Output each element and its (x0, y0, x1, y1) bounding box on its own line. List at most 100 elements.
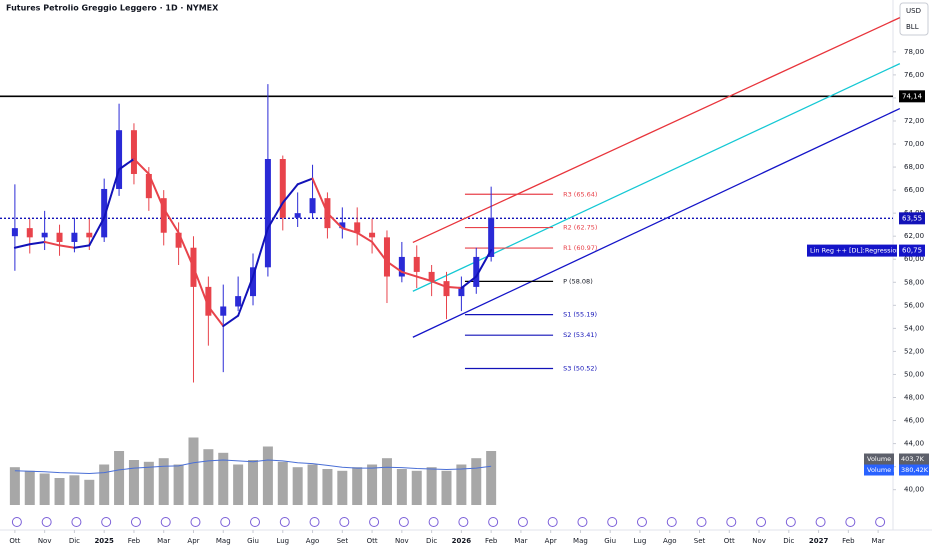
ma-segment (43, 240, 61, 247)
event-icon[interactable] (130, 517, 141, 527)
volume-legend-value: 380,42K (901, 466, 929, 474)
unit[interactable]: BLL (906, 23, 919, 31)
x-tick-label: Set (694, 537, 706, 545)
volume-bar (203, 449, 214, 505)
x-tick-label: Feb (485, 537, 498, 545)
candle-body (130, 130, 137, 174)
pivot-label: R1 (60.97) (563, 244, 597, 252)
event-icon[interactable] (71, 517, 82, 527)
event-icon[interactable] (607, 517, 618, 527)
candle-body (250, 267, 257, 297)
event-icon[interactable] (577, 517, 588, 527)
regression-name-box (807, 244, 897, 257)
volume-legend-value-box (899, 453, 929, 465)
event-icon[interactable] (666, 517, 677, 527)
ma-segment (281, 183, 299, 204)
volume-bar (262, 446, 273, 505)
event-icon[interactable] (220, 517, 231, 527)
x-tick-label: Dic (426, 537, 437, 545)
y-tick-label: 44,00 (904, 440, 924, 448)
volume-bar (277, 461, 288, 505)
volume-bar (456, 464, 467, 505)
event-icon[interactable] (190, 517, 201, 527)
y-tick-label: 52,00 (904, 347, 924, 355)
event-icon[interactable] (369, 517, 380, 527)
candle-body (145, 173, 152, 199)
ma-segment (162, 207, 180, 234)
event-icon[interactable] (756, 517, 767, 527)
y-tick-label: 60,00 (904, 255, 924, 263)
event-icon[interactable] (636, 517, 647, 527)
currency-box[interactable] (899, 2, 929, 36)
y-tick-label: 68,00 (904, 163, 924, 171)
event-icon[interactable] (726, 517, 737, 527)
pivot-label: P (58.08) (563, 277, 593, 285)
x-tick-label: Mar (872, 537, 885, 545)
x-tick-label: Lug (276, 537, 289, 545)
event-icon[interactable] (488, 517, 499, 527)
volume-bar (173, 464, 184, 505)
event-icon[interactable] (875, 517, 886, 527)
ma-segment (28, 240, 46, 246)
x-tick-label: Giu (604, 537, 616, 545)
event-icon[interactable] (101, 517, 112, 527)
event-icon[interactable] (279, 517, 290, 527)
candle-body (354, 222, 361, 233)
volume-legend-name: Volume (867, 455, 891, 463)
price-label-box (899, 212, 925, 225)
event-icon[interactable] (398, 517, 409, 527)
x-tick-label: Feb (128, 537, 141, 545)
event-icon[interactable] (160, 517, 171, 527)
event-icon[interactable] (547, 517, 558, 527)
candle-body (235, 296, 242, 307)
event-icon[interactable] (11, 517, 22, 527)
event-icon[interactable] (250, 517, 261, 527)
ma-segment (415, 275, 433, 283)
y-tick-label: 72,00 (904, 117, 924, 125)
y-tick-label: 76,00 (904, 71, 924, 79)
candle-body (398, 256, 405, 277)
candle-body (101, 188, 108, 238)
volume-legend-value: 403,7K (901, 455, 925, 463)
candle-body (443, 281, 450, 297)
x-tick-label: Apr (545, 537, 557, 545)
event-icon[interactable] (517, 517, 528, 527)
candle-body (26, 228, 33, 238)
event-icon[interactable] (458, 517, 469, 527)
ma-segment (430, 280, 448, 288)
event-icon[interactable] (696, 517, 707, 527)
event-icon[interactable] (845, 517, 856, 527)
ma-segment (296, 177, 314, 186)
event-icon[interactable] (339, 517, 350, 527)
currency[interactable]: USD (906, 7, 921, 15)
candle-body (458, 286, 465, 297)
regression-line (412, 107, 901, 338)
volume-bar (396, 469, 407, 505)
ma-segment (341, 227, 359, 234)
x-tick-label: Nov (38, 537, 52, 545)
candle-body (339, 222, 346, 229)
event-icon[interactable] (815, 517, 826, 527)
candle-body (41, 232, 48, 238)
x-tick-label: Nov (395, 537, 409, 545)
x-tick-label: Feb (842, 537, 855, 545)
ma-segment (222, 314, 240, 328)
x-tick-label: Ott (724, 537, 735, 545)
candle-body (383, 237, 390, 277)
volume-legend-value-box (899, 464, 929, 476)
candle-body (86, 232, 93, 238)
pivot-label: S2 (53.41) (563, 331, 597, 339)
x-tick-label: Ott (367, 537, 378, 545)
volume-bar (54, 478, 65, 505)
event-icon[interactable] (309, 517, 320, 527)
ma-segment (177, 231, 195, 269)
x-tick-label: Ago (306, 537, 320, 545)
volume-bar (218, 452, 229, 505)
event-icon[interactable] (41, 517, 52, 527)
volume-bar (84, 479, 95, 505)
ma-segment (192, 266, 210, 308)
event-icon[interactable] (428, 517, 439, 527)
ma-segment (311, 177, 329, 215)
event-icon[interactable] (785, 517, 796, 527)
